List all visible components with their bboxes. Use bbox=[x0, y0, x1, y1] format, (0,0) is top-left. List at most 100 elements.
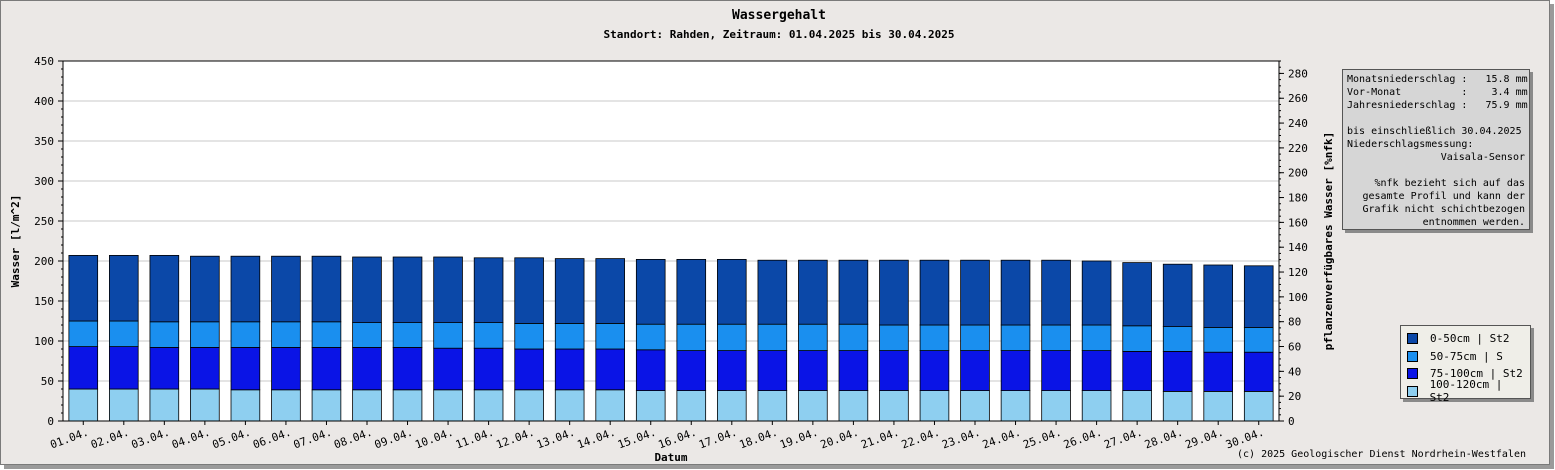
info-previous-month: Vor-Monat : 3.4 mm bbox=[1347, 87, 1528, 98]
y-tick-label: 200 bbox=[34, 255, 54, 268]
y-tick-label: 400 bbox=[34, 95, 54, 108]
bar-segment bbox=[635, 258, 666, 325]
bar-segment bbox=[271, 389, 301, 422]
bar-segment bbox=[717, 390, 747, 422]
info-note-1: %nfk bezieht sich auf das bbox=[1374, 178, 1525, 189]
x-tick-label: 29.04. bbox=[1183, 426, 1225, 452]
bar-segment bbox=[1000, 390, 1031, 422]
legend-item-0-50cm: 0-50cm | St2 bbox=[1407, 330, 1524, 348]
info-note-2: gesamte Profil und kann der bbox=[1362, 191, 1525, 202]
bar-segment bbox=[1041, 390, 1071, 422]
bar-segment bbox=[514, 257, 544, 324]
info-monthly-precip: Monatsniederschlag : 15.8 mm bbox=[1347, 74, 1528, 85]
bar-segment bbox=[960, 324, 990, 352]
x-tick-label: 01.04. bbox=[48, 426, 90, 452]
y2-tick-label: 240 bbox=[1288, 117, 1308, 130]
x-tick-label: 25.04. bbox=[1021, 426, 1063, 452]
plot-area bbox=[62, 60, 1280, 422]
bar-segment bbox=[352, 346, 382, 391]
y2-tick-label: 0 bbox=[1288, 415, 1295, 428]
legend-label-75-100cm: 75-100cm | St2 bbox=[1430, 367, 1523, 381]
x-tick-label: 28.04. bbox=[1143, 426, 1185, 452]
x-tick-label: 07.04. bbox=[292, 426, 334, 452]
y-tick-label: 100 bbox=[34, 335, 54, 348]
bar-segment bbox=[879, 350, 909, 392]
bar-segment bbox=[879, 324, 909, 352]
bar-segment bbox=[1041, 350, 1071, 392]
y-tick-label: 250 bbox=[34, 215, 54, 228]
bar-segment bbox=[271, 346, 301, 391]
bar-segment bbox=[798, 323, 828, 352]
bar-segment bbox=[1243, 390, 1274, 422]
plot-border bbox=[62, 60, 1280, 422]
bar-segment bbox=[798, 390, 828, 422]
bar-segment bbox=[879, 390, 909, 422]
y2-tick-label: 180 bbox=[1288, 192, 1308, 205]
bar-segment bbox=[757, 350, 788, 392]
bar-segment bbox=[1081, 350, 1112, 392]
bar-segment bbox=[1122, 390, 1152, 422]
bar-segment bbox=[676, 350, 707, 392]
legend-item-75-100cm: 75-100cm | St2 bbox=[1407, 365, 1524, 383]
bar-segment bbox=[635, 349, 666, 391]
x-tick-label: 10.04. bbox=[413, 426, 455, 452]
bar-segment bbox=[1081, 390, 1112, 422]
bar-segment bbox=[514, 389, 544, 422]
x-axis-title: Datum bbox=[654, 451, 687, 464]
grid-lines bbox=[63, 100, 1279, 382]
x-tick-label: 09.04. bbox=[373, 426, 415, 452]
bar-segment bbox=[149, 254, 180, 323]
bar-segment bbox=[554, 348, 585, 391]
bar-segment bbox=[433, 347, 463, 391]
bar-segment bbox=[473, 257, 504, 323]
bar-segment bbox=[1243, 351, 1274, 392]
x-tick-label: 14.04. bbox=[575, 426, 617, 452]
legend-label-0-50cm: 0-50cm | St2 bbox=[1430, 332, 1510, 346]
legend-label-50-75cm: 50-75cm | S bbox=[1430, 349, 1503, 363]
x-tick-label: 08.04. bbox=[332, 426, 374, 452]
bar-segment bbox=[757, 390, 788, 422]
bar-segment bbox=[1243, 265, 1274, 328]
bar-segment bbox=[311, 389, 342, 422]
bar-segment bbox=[1203, 390, 1233, 422]
bar-segment bbox=[1162, 390, 1193, 422]
bar-segment bbox=[311, 255, 342, 323]
legend-item-50-75cm: 50-75cm | S bbox=[1407, 348, 1524, 366]
bar-segment bbox=[960, 259, 990, 326]
bar-segment bbox=[1203, 326, 1233, 353]
bar-segment bbox=[473, 322, 504, 349]
info-note-4: entnommen werden. bbox=[1422, 217, 1525, 228]
x-tick-label: 04.04. bbox=[170, 426, 212, 452]
bar-segment bbox=[190, 388, 220, 422]
info-yearly-precip: Jahresniederschlag : 75.9 mm bbox=[1347, 100, 1528, 111]
x-tick-label: 27.04. bbox=[1102, 426, 1144, 452]
bar-segment bbox=[311, 346, 342, 391]
x-tick-label: 19.04. bbox=[778, 426, 820, 452]
legend-label-100-120cm: 100-120cm | St2 bbox=[1429, 378, 1503, 405]
bar-segment bbox=[1122, 325, 1152, 352]
bar-segment bbox=[1081, 260, 1112, 326]
x-tick-label: 13.04. bbox=[535, 426, 577, 452]
x-tick-label: 23.04. bbox=[940, 426, 982, 452]
bar-segment bbox=[676, 258, 707, 325]
bar-segment bbox=[109, 320, 139, 348]
bar-segment bbox=[149, 388, 180, 422]
x-tick-label: 05.04. bbox=[211, 426, 253, 452]
bar-segment bbox=[68, 346, 99, 390]
y2-tick-label: 160 bbox=[1288, 216, 1308, 229]
x-tick-label: 17.04. bbox=[697, 426, 739, 452]
bar-segment bbox=[473, 347, 504, 391]
info-sensor: Vaisala-Sensor bbox=[1440, 152, 1525, 163]
bar-segment bbox=[433, 256, 463, 323]
bar-segment bbox=[352, 256, 382, 323]
bar-segment bbox=[271, 255, 301, 323]
bar-segment bbox=[838, 323, 869, 352]
bar-segment bbox=[433, 322, 463, 349]
bar-segment bbox=[514, 322, 544, 350]
bar-segment bbox=[109, 388, 139, 422]
bar-segment bbox=[595, 258, 625, 324]
y2-tick-label: 220 bbox=[1288, 142, 1308, 155]
bar-segment bbox=[433, 389, 463, 422]
bar-segment bbox=[271, 321, 301, 348]
